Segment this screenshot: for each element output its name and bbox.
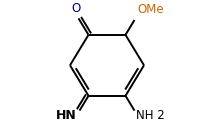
Text: O: O: [71, 2, 80, 15]
Text: NH 2: NH 2: [136, 109, 165, 122]
Text: OMe: OMe: [138, 3, 164, 16]
Text: HN: HN: [56, 109, 77, 122]
